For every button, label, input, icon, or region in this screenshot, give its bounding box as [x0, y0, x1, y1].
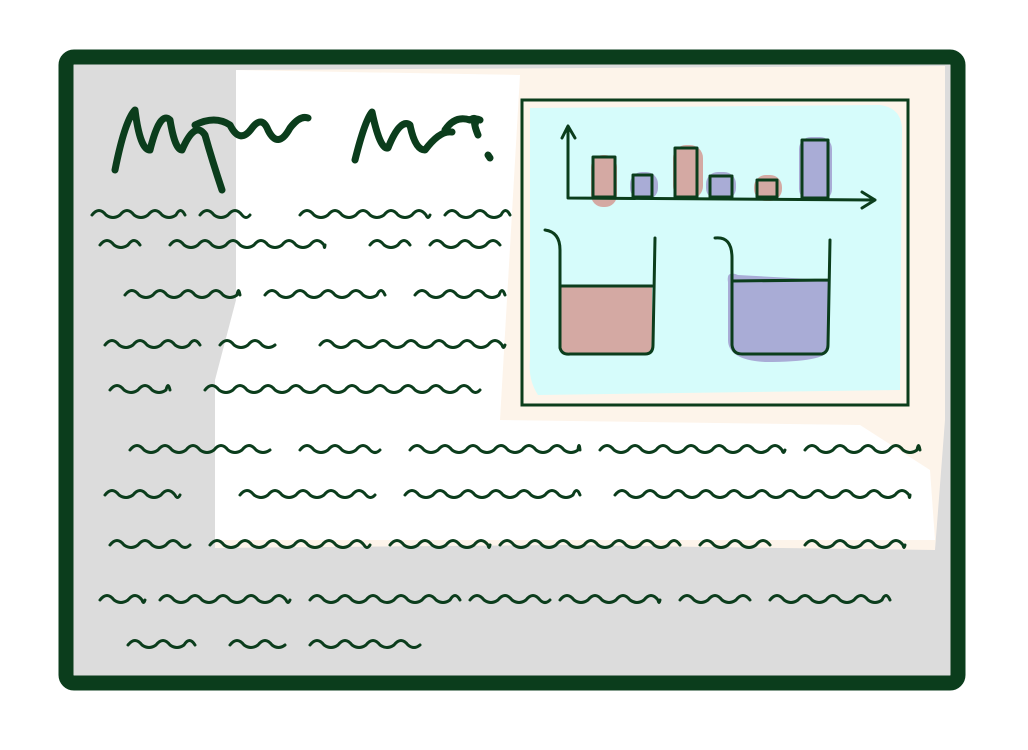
text-scribble — [413, 289, 507, 299]
text-scribble — [263, 289, 387, 299]
beaker-liquid — [560, 285, 652, 354]
text-scribble — [558, 594, 662, 604]
white-panel — [215, 70, 935, 540]
card-frame — [58, 49, 966, 691]
title-scribble — [351, 108, 494, 164]
text-scribble — [126, 639, 197, 649]
text-scribble — [298, 444, 382, 454]
text-scribble — [103, 489, 182, 499]
text-scribble — [108, 384, 172, 394]
text-scribble — [443, 209, 512, 219]
text-scribble — [613, 489, 912, 499]
text-scribble — [768, 594, 892, 604]
text-scribble — [598, 444, 787, 454]
text-scribble — [228, 639, 287, 649]
text-scribble — [678, 594, 752, 604]
sketch-bar — [631, 173, 654, 199]
text-scribble — [318, 339, 507, 349]
text-scribble — [498, 539, 682, 549]
sketch-bar — [800, 138, 830, 200]
inset-frame — [520, 98, 910, 407]
text-scribble — [238, 489, 377, 499]
sketch-bar — [591, 155, 617, 199]
text-scribble — [208, 539, 372, 549]
sketch-bar — [755, 178, 779, 199]
text-scribble — [90, 209, 187, 219]
text-scribble — [158, 594, 292, 604]
text-scribble — [308, 639, 422, 649]
sketch-bar — [708, 174, 734, 199]
sketch-bar — [673, 146, 699, 199]
text-scribbles — [90, 209, 922, 649]
text-scribble — [803, 539, 907, 549]
text-scribble — [298, 209, 432, 219]
text-scribble — [203, 384, 482, 394]
beaker — [713, 236, 832, 356]
text-scribble — [468, 594, 552, 604]
text-scribble — [98, 594, 147, 604]
text-scribble — [198, 209, 252, 219]
text-scribble — [128, 444, 272, 454]
text-scribble — [368, 239, 412, 249]
text-scribble — [403, 489, 582, 499]
text-scribble — [428, 239, 502, 249]
beaker — [543, 228, 657, 356]
text-scribble — [803, 444, 922, 454]
text-scribble — [308, 594, 462, 604]
sketch-bars — [560, 124, 877, 210]
text-scribble — [168, 239, 327, 249]
text-scribble — [103, 339, 202, 349]
sketch-axes — [560, 124, 877, 210]
beaker-liquid — [727, 273, 828, 362]
text-scribble — [698, 539, 772, 549]
text-scribble — [408, 444, 582, 454]
text-scribble — [98, 239, 142, 249]
text-scribble — [388, 539, 492, 549]
text-scribble — [108, 539, 192, 549]
text-scribble — [218, 339, 277, 349]
text-scribble — [123, 289, 242, 299]
title-scribble — [111, 106, 312, 194]
